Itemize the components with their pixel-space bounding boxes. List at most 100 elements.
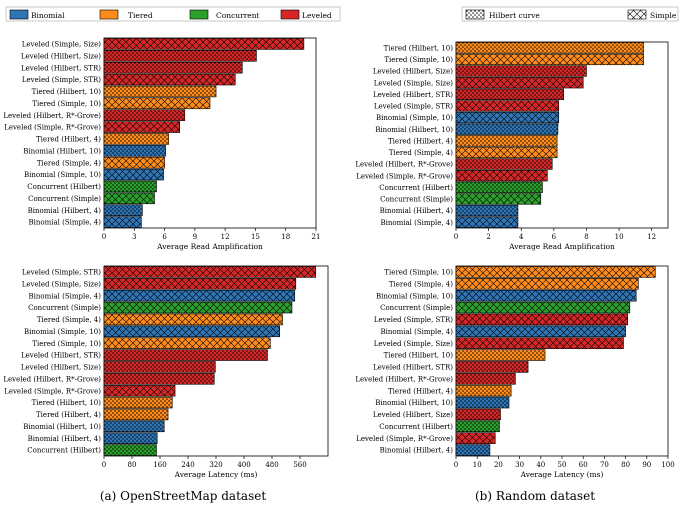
- bar-leveled-simple-size: [103, 38, 305, 50]
- bar-hatch: [103, 73, 236, 86]
- bar-hatch: [455, 100, 560, 112]
- bar-label: Leveled (Hilbert, R*-Grove): [355, 161, 453, 169]
- bar-hatch: [103, 432, 158, 444]
- bar-hatch: [103, 180, 157, 193]
- x-axis-label: Average Read Amplification: [156, 242, 263, 251]
- bar-hatch: [455, 193, 542, 205]
- bar-tiered-simple-10: [103, 337, 271, 349]
- caption-osm: (a) OpenStreetMap dataset: [100, 489, 266, 503]
- x-tick-label: 40: [536, 461, 545, 469]
- bar-label: Binomial (Hilbert, 4): [28, 207, 102, 215]
- bar-hatch: [455, 170, 548, 182]
- legend-item-concurrent: Concurrent: [189, 9, 260, 20]
- bar-binomial-hilbert-10: [455, 396, 510, 409]
- plot-frame: [103, 37, 317, 229]
- bar-leveled-simple-size: [455, 77, 584, 89]
- bar-label: Leveled (Simple, Size): [22, 41, 102, 49]
- bar-hatch: [455, 361, 529, 373]
- bar-label: Leveled (Simple, Size): [22, 280, 102, 288]
- x-tick-label: 0: [102, 461, 106, 469]
- bar-hatch: [103, 168, 164, 181]
- bar-label: Leveled (Simple, R*-Grove): [356, 435, 453, 443]
- bar-label: Tiered (Hilbert, 10): [384, 44, 454, 52]
- bar-label: Tiered (Hilbert, 4): [388, 387, 453, 395]
- bar-hatch: [455, 289, 637, 302]
- bar-label: Binomial (Hilbert, 10): [375, 126, 453, 134]
- bar-label: Leveled (Hilbert, STR): [21, 352, 101, 360]
- bar-tiered-simple-4: [455, 278, 639, 290]
- bar-label: Concurrent (Simple): [28, 195, 101, 203]
- legend-item-leveled: Leveled: [280, 9, 332, 20]
- bar-hatch: [103, 325, 280, 338]
- bar-leveled-simple-str: [103, 73, 236, 86]
- bar-label: Binomial (Simple, 4): [380, 328, 453, 336]
- bar-tiered-hilbert-4: [455, 135, 558, 147]
- bar-label: Binomial (Hilbert, 10): [375, 399, 453, 407]
- x-tick-label: 400: [237, 461, 250, 469]
- bar-label: Binomial (Hilbert, 4): [380, 207, 454, 215]
- bar-leveled-hilbert-str: [455, 361, 529, 373]
- bar-hatch: [103, 278, 297, 290]
- bar-hatch: [103, 444, 157, 456]
- x-tick-label: 0: [454, 461, 458, 469]
- x-tick-label: 80: [128, 461, 137, 469]
- bar-hatch: [103, 337, 271, 349]
- bar-leveled-hilbert-str: [103, 61, 243, 74]
- bar-leveled-hilbert-size: [455, 408, 501, 421]
- bar-tiered-simple-4: [103, 313, 283, 326]
- bar-hatch: [455, 65, 587, 77]
- bar-label: Leveled (Hilbert, Size): [373, 411, 453, 419]
- x-tick-label: 18: [281, 233, 290, 241]
- bar-tiered-simple-10: [455, 53, 644, 66]
- legend-item-hilbert: Hilbert curve: [465, 9, 540, 20]
- bar-tiered-simple-4: [103, 156, 165, 169]
- bar-hatch: [455, 384, 512, 397]
- bar-hatch: [103, 216, 142, 228]
- bar-label: Binomial (Simple, 10): [376, 114, 453, 122]
- bar-leveled-simple-str: [103, 266, 317, 278]
- bar-binomial-simple-4: [103, 216, 142, 228]
- legend-label-binomial: Binomial: [31, 11, 65, 20]
- legend-label-leveled: Leveled: [302, 11, 332, 20]
- bar-hatch: [103, 121, 181, 133]
- bar-label: Binomial (Simple, 4): [28, 219, 101, 227]
- bar-label: Leveled (Hilbert, STR): [373, 91, 453, 99]
- x-tick-label: 21: [312, 233, 321, 241]
- bar-binomial-hilbert-4: [103, 432, 158, 444]
- bar-label: Leveled (Simple, STR): [374, 316, 453, 324]
- legend-swatch-simple: [627, 9, 647, 20]
- bar-tiered-simple-4: [455, 146, 558, 159]
- bar-hatch: [103, 133, 169, 145]
- bar-leveled-simple-str: [455, 313, 629, 326]
- bar-leveled-hilbert-size: [455, 65, 587, 77]
- bar-hatch: [455, 53, 644, 66]
- bar-concurrent-hilbert: [455, 420, 500, 433]
- bar-hatch: [455, 158, 553, 170]
- bar-tiered-hilbert-4: [103, 133, 169, 145]
- bar-hatch: [455, 111, 560, 124]
- bar-hatch: [103, 384, 176, 397]
- bar-hatch: [103, 301, 293, 314]
- bar-leveled-simple-r-grove: [455, 432, 496, 444]
- bar-label: Leveled (Simple, R*-Grove): [4, 387, 101, 395]
- x-tick-label: 70: [600, 461, 609, 469]
- bar-label: Leveled (Hilbert, R*-Grove): [355, 375, 453, 383]
- bar-hatch: [455, 373, 516, 385]
- x-tick-label: 9: [193, 233, 197, 241]
- chart-random-latency: Tiered (Simple, 10) Tiered (Simple, 4) Bin…: [355, 265, 675, 479]
- bar-binomial-hilbert-4: [455, 204, 519, 217]
- bar-label: Tiered (Simple, 4): [37, 159, 101, 167]
- bar-binomial-simple-4: [455, 325, 626, 338]
- bar-label: Leveled (Hilbert, Size): [21, 364, 101, 372]
- bar-hatch: [103, 109, 186, 121]
- bar-binomial-simple-4: [455, 216, 519, 228]
- bar-concurrent-hilbert: [103, 444, 157, 456]
- bar-label: Tiered (Hilbert, 10): [32, 88, 102, 96]
- bar-hatch: [103, 38, 305, 50]
- x-tick-label: 10: [473, 461, 482, 469]
- bar-leveled-hilbert-r-grove: [455, 158, 553, 170]
- bar-tiered-hilbert-10: [103, 396, 173, 409]
- legend-left-frame: [5, 6, 341, 22]
- bar-binomial-hilbert-4: [103, 204, 143, 216]
